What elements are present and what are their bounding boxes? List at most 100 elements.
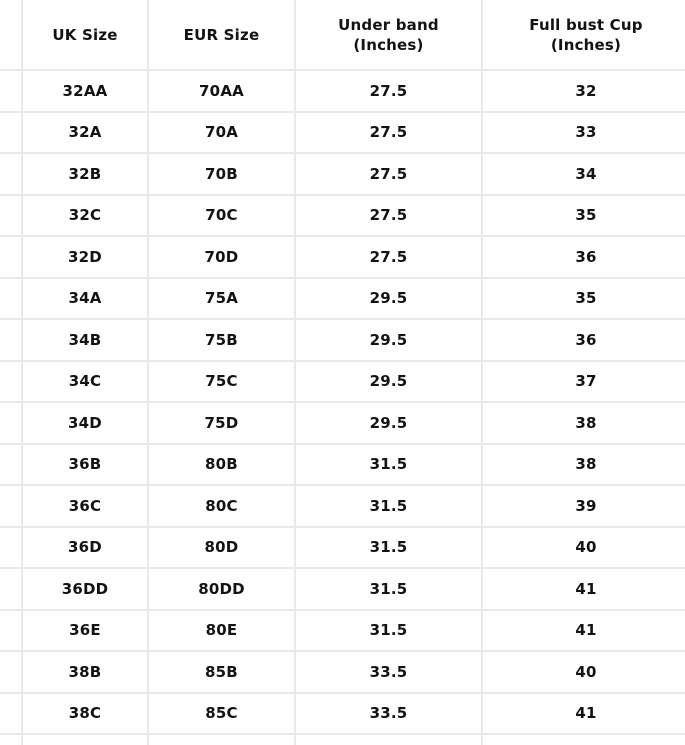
table-cell: 38 [481, 442, 685, 486]
table-cell: 41 [481, 567, 685, 611]
cropped-left-column-cell [0, 650, 23, 694]
table-body: 32AA 70AA 27.5 32 32A 70A 27.5 33 32B 70B 27.5 34 32… [0, 69, 685, 745]
table-cell: 75C [147, 359, 296, 403]
table-cell: 36C [21, 484, 149, 528]
table-cell: 31.5 [294, 525, 483, 569]
table-cell: 37 [481, 359, 685, 403]
table-cell: 39 [481, 484, 685, 528]
column-header-label: Under band [338, 15, 439, 34]
table-row: 36C 80C 31.5 39 [0, 484, 685, 528]
table-cell: 29.5 [294, 359, 483, 403]
cropped-left-column-cell [0, 152, 23, 196]
table-cell: 36 [481, 235, 685, 279]
column-header-label: UK Size [52, 25, 118, 44]
table-cell: 38C [21, 691, 149, 735]
column-header-label: EUR Size [183, 25, 260, 44]
column-header-sublabel: (Inches) [550, 35, 622, 54]
table-cell: 70C [147, 193, 296, 237]
table-row: 32A 70A 27.5 33 [0, 110, 685, 154]
table-cell [21, 733, 149, 745]
table-cell [294, 733, 483, 745]
table-cell: 70A [147, 110, 296, 154]
table-cell: 40 [481, 525, 685, 569]
table-cell: 32AA [21, 69, 149, 113]
table-cell: 80C [147, 484, 296, 528]
column-header-under-band: Under band (Inches) [294, 0, 483, 71]
table-cell: 31.5 [294, 608, 483, 652]
table-cell: 80E [147, 608, 296, 652]
table-row: 36E 80E 31.5 41 [0, 608, 685, 652]
table-cell: 85B [147, 650, 296, 694]
table-cell: 32D [21, 235, 149, 279]
cropped-left-column-cell [0, 691, 23, 735]
table-row: 34A 75A 29.5 35 [0, 276, 685, 320]
table-cell: 40 [481, 650, 685, 694]
table-cell: 33.5 [294, 650, 483, 694]
table-cell [481, 733, 685, 745]
cropped-left-column-cell [0, 733, 23, 745]
table-cell: 36 [481, 318, 685, 362]
table-row: 32C 70C 27.5 35 [0, 193, 685, 237]
cropped-left-column-cell [0, 442, 23, 486]
table-row: 32AA 70AA 27.5 32 [0, 69, 685, 113]
header-row: UK Size EUR Size Under band (Inches) Full bu… [0, 0, 685, 71]
cropped-left-column-cell [0, 567, 23, 611]
table-cell: 70B [147, 152, 296, 196]
cropped-left-column-cell [0, 359, 23, 403]
table-cell: 34C [21, 359, 149, 403]
table-cell: 75A [147, 276, 296, 320]
table-row: 36DD 80DD 31.5 41 [0, 567, 685, 611]
table-row: 32B 70B 27.5 34 [0, 152, 685, 196]
table-cell: 27.5 [294, 235, 483, 279]
cropped-left-column-header [0, 0, 23, 71]
table-cell: 36D [21, 525, 149, 569]
table-cell: 34 [481, 152, 685, 196]
table-cell: 29.5 [294, 318, 483, 362]
table-row: 38B 85B 33.5 40 [0, 650, 685, 694]
table-cell: 31.5 [294, 442, 483, 486]
table-cell: 85C [147, 691, 296, 735]
table-cell: 29.5 [294, 276, 483, 320]
table-cell: 36E [21, 608, 149, 652]
table-cell: 38 [481, 401, 685, 445]
cropped-left-column-cell [0, 235, 23, 279]
table-row: 36D 80D 31.5 40 [0, 525, 685, 569]
table-cell: 80B [147, 442, 296, 486]
cropped-left-column-cell [0, 318, 23, 362]
table-cell: 32C [21, 193, 149, 237]
table-cell: 34B [21, 318, 149, 362]
table-cell: 32B [21, 152, 149, 196]
table-cell: 29.5 [294, 401, 483, 445]
table-cell: 38B [21, 650, 149, 694]
table-cell: 41 [481, 608, 685, 652]
column-header-label: Full bust Cup [529, 15, 643, 34]
table-cell: 32 [481, 69, 685, 113]
table-row: 36B 80B 31.5 38 [0, 442, 685, 486]
table-cell: 75B [147, 318, 296, 362]
table-cell: 80DD [147, 567, 296, 611]
column-header-eur-size: EUR Size [147, 0, 296, 71]
table-cell: 33.5 [294, 691, 483, 735]
table-cell: 36B [21, 442, 149, 486]
table-row: 34C 75C 29.5 37 [0, 359, 685, 403]
table-cell: 70D [147, 235, 296, 279]
table-row: 38C 85C 33.5 41 [0, 691, 685, 735]
table-cell: 31.5 [294, 484, 483, 528]
cropped-left-column-cell [0, 110, 23, 154]
table-row: 34B 75B 29.5 36 [0, 318, 685, 362]
column-header-full-bust-cup: Full bust Cup (Inches) [481, 0, 685, 71]
table-cell: 31.5 [294, 567, 483, 611]
column-header-sublabel: (Inches) [353, 35, 424, 54]
table-cell: 35 [481, 193, 685, 237]
table-cell [147, 733, 296, 745]
cropped-left-column-cell [0, 69, 23, 113]
table-cell: 70AA [147, 69, 296, 113]
table-cell: 80D [147, 525, 296, 569]
table-cell: 41 [481, 691, 685, 735]
table-cell: 32A [21, 110, 149, 154]
table-cell: 75D [147, 401, 296, 445]
table-cell: 35 [481, 276, 685, 320]
table-header: UK Size EUR Size Under band (Inches) Full bu… [0, 0, 685, 71]
